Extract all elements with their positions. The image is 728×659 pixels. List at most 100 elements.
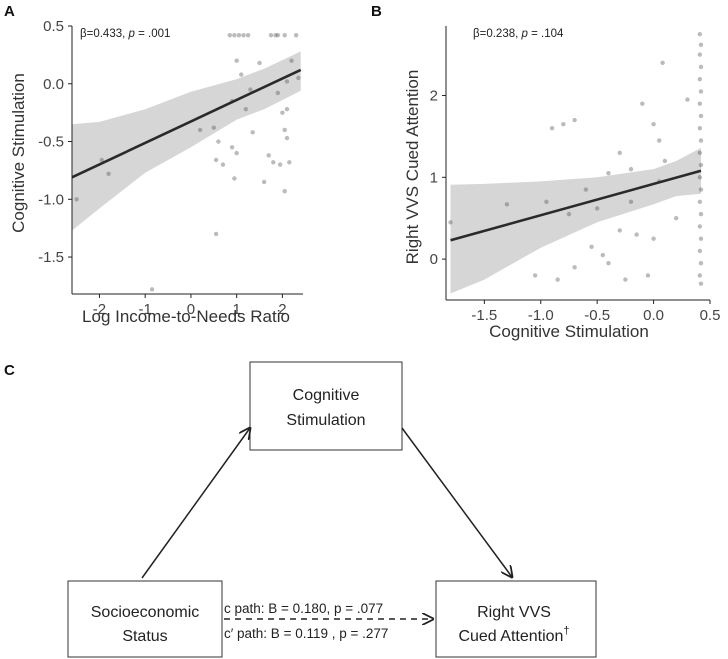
chart-b-point [448, 220, 453, 225]
chart-b-fit-line [450, 169, 702, 242]
chart-b-ci-band [450, 147, 701, 294]
chart-b: -1.5 -1.0 -0.5 0.0 0.5 0 1 2 β=0.238, p = .104… [403, 26, 720, 341]
chart-b-points [448, 31, 704, 286]
chart-a-point [275, 90, 281, 96]
chart-a-point [289, 58, 294, 63]
a-path-arrow [141, 428, 250, 579]
chart-a-fit-line [71, 68, 302, 179]
chart-a-annotation: β=0.433, p = .001 [80, 28, 170, 40]
chart-a-y-tick-label: -1.5 [38, 249, 64, 266]
chart-a-point [261, 179, 267, 185]
chart-a-confidence-band [72, 51, 301, 231]
chart-a-y-axis-label: Cognitive Stimulation [9, 73, 28, 233]
chart-a-point [250, 130, 255, 135]
chart-b-point [594, 206, 600, 211]
chart-b-point [697, 175, 703, 180]
chart-b-point [549, 126, 555, 131]
chart-b-point [544, 199, 549, 205]
chart-a-regression-line [71, 68, 302, 179]
chart-b-point [697, 273, 703, 278]
chart-b-x-tick-label: -1.0 [528, 307, 554, 324]
chart-a-ci-band [72, 51, 301, 231]
chart-b-point [698, 138, 704, 143]
chart-b-point [698, 236, 704, 241]
chart-a-point [284, 135, 290, 141]
chart-a-point [213, 157, 219, 163]
chart-a-point [227, 33, 233, 38]
chart-a-point [268, 33, 274, 38]
chart-b-point [697, 150, 703, 155]
chart-a-point [149, 287, 155, 292]
chart-b-point [589, 244, 594, 250]
chart-a-point [257, 60, 262, 66]
chart-b-point [532, 273, 538, 278]
chart-a-point [241, 33, 246, 38]
chart-b-point [572, 265, 577, 270]
chart-a-point [229, 145, 235, 150]
chart-b-x-tick-label: -1.5 [471, 307, 497, 324]
chart-b-point [651, 236, 656, 241]
chart-b-y-axis-label: Right VVS Cued Attention [403, 70, 422, 265]
chart-a-point [106, 171, 111, 177]
chart-a-point [284, 79, 290, 84]
chart-a-point [287, 160, 292, 165]
chart-a-x-tick-label: 2 [278, 301, 286, 318]
c-path-label: c path: B = 0.180, p = .077 [224, 601, 383, 616]
chart-b-point [583, 187, 589, 192]
chart-a-y-tick-label: -1.0 [38, 191, 64, 208]
chart-a-point [266, 153, 271, 158]
chart-a-point [211, 125, 217, 130]
chart-b-y-tick-label: 0 [430, 251, 438, 268]
predictor-label-line1: Socioeconomic [91, 604, 200, 621]
chart-b-point [697, 199, 703, 205]
chart-a-point [271, 160, 276, 165]
chart-a-point [277, 162, 283, 167]
outcome-label-line1: Right VVS [477, 604, 551, 621]
chart-b-point [606, 260, 611, 266]
chart-b-point [651, 121, 656, 127]
panel-label-b: B [371, 3, 382, 20]
chart-b-point [628, 199, 634, 205]
chart-a-point [248, 87, 253, 92]
chart-b-point [698, 64, 704, 70]
chart-a-point [293, 33, 299, 38]
chart-a-point [234, 150, 239, 156]
chart-b-point [673, 216, 679, 221]
chart-a-point [284, 106, 290, 112]
chart-a-point [282, 33, 287, 38]
chart-b-point [617, 228, 622, 233]
chart-a-point [280, 110, 285, 115]
chart-a-point [220, 162, 226, 167]
chart-a-point [296, 75, 301, 81]
chart-a-points [74, 33, 301, 292]
chart-b-x-axis-label: Cognitive Stimulation [489, 322, 649, 341]
chart-b-point [555, 277, 560, 282]
chart-a-point [216, 139, 221, 144]
chart-a-x-axis-label: Log Income-to-Needs Ratio [82, 307, 290, 326]
chart-b-annotation: β=0.238, p = .104 [473, 28, 564, 40]
chart-b-point [697, 52, 703, 57]
predictor-label-line2: Status [122, 628, 167, 645]
chart-b-point [698, 89, 704, 94]
chart-a-x-tick-label: 0 [187, 301, 195, 318]
chart-b-point [697, 248, 703, 254]
chart-a-x-ticks: -2 -1 0 1 2 [93, 294, 287, 318]
chart-a-point [243, 106, 249, 112]
chart-b-point [623, 277, 628, 282]
chart-b-point [698, 260, 704, 266]
b-path-arrow [401, 427, 512, 577]
chart-a-point [232, 176, 237, 181]
chart-a-point [245, 33, 251, 38]
chart-b-point [698, 187, 704, 192]
outcome-label-line2: Cued Attention† [458, 625, 569, 645]
chart-a-x-tick-label: 1 [233, 301, 241, 318]
chart-b-y-ticks: 0 1 2 [430, 88, 446, 268]
chart-b-point [697, 224, 703, 229]
chart-a-point [234, 58, 239, 63]
chart-b-point [660, 60, 665, 66]
chart-b-point [697, 126, 703, 131]
chart-b-point [698, 42, 704, 48]
chart-b-point [566, 211, 572, 217]
chart-a-x-tick-label: -2 [93, 301, 106, 318]
chart-a-point [236, 33, 242, 38]
